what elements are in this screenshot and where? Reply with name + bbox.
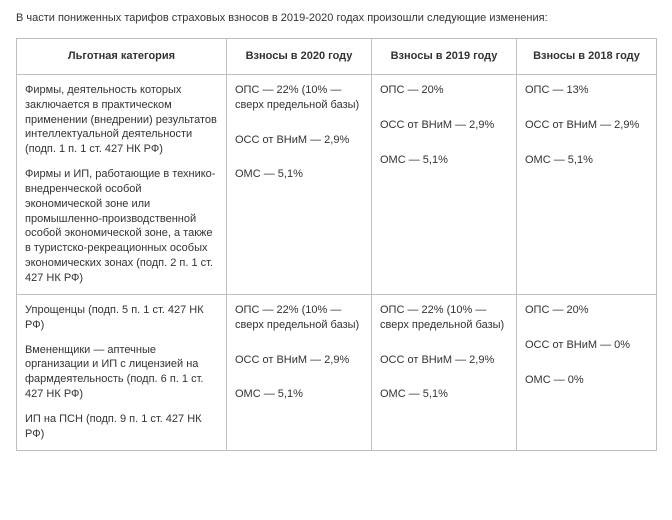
value-text: ОМС — 5,1% bbox=[525, 153, 648, 168]
table-header-row: Льготная категория Взносы в 2020 году Вз… bbox=[17, 39, 657, 75]
intro-text: В части пониженных тарифов страховых взн… bbox=[16, 12, 656, 24]
value-text: ОПС — 20% bbox=[525, 303, 648, 318]
cell-category: Фирмы, деятельность которых заключается … bbox=[17, 74, 227, 294]
value-text: ОСС от ВНиМ — 2,9% bbox=[380, 353, 508, 368]
cell-2018: ОПС — 20% ОСС от ВНиМ — 0% ОМС — 0% bbox=[517, 294, 657, 450]
value-text: ОСС от ВНиМ — 2,9% bbox=[525, 118, 648, 133]
category-text: Фирмы и ИП, работающие в технико-внедрен… bbox=[25, 167, 218, 286]
value-text: ОПС — 20% bbox=[380, 83, 508, 98]
value-text: ОМС — 5,1% bbox=[235, 387, 363, 402]
cell-2020: ОПС — 22% (10% — сверх предельной базы) … bbox=[227, 294, 372, 450]
value-text: ОМС — 0% bbox=[525, 373, 648, 388]
value-text: ОМС — 5,1% bbox=[380, 387, 508, 402]
cell-2018: ОПС — 13% ОСС от ВНиМ — 2,9% ОМС — 5,1% bbox=[517, 74, 657, 294]
col-2020: Взносы в 2020 году bbox=[227, 39, 372, 75]
tariffs-table: Льготная категория Взносы в 2020 году Вз… bbox=[16, 38, 657, 451]
value-text: ОСС от ВНиМ — 2,9% bbox=[235, 353, 363, 368]
table-row: Упрощенцы (подп. 5 п. 1 ст. 427 НК РФ) В… bbox=[17, 294, 657, 450]
cell-2020: ОПС — 22% (10% — сверх предельной базы) … bbox=[227, 74, 372, 294]
col-2019: Взносы в 2019 году bbox=[372, 39, 517, 75]
value-text: ОПС — 22% (10% — сверх предельной базы) bbox=[235, 83, 363, 113]
category-text: Упрощенцы (подп. 5 п. 1 ст. 427 НК РФ) bbox=[25, 303, 218, 333]
value-text: ОПС — 22% (10% — сверх предельной базы) bbox=[235, 303, 363, 333]
value-text: ОМС — 5,1% bbox=[380, 153, 508, 168]
col-2018: Взносы в 2018 году bbox=[517, 39, 657, 75]
category-text: Вмененщики — аптечные организации и ИП с… bbox=[25, 343, 218, 402]
value-text: ОПС — 22% (10% — сверх предельной базы) bbox=[380, 303, 508, 333]
value-text: ОСС от ВНиМ — 0% bbox=[525, 338, 648, 353]
table-row: Фирмы, деятельность которых заключается … bbox=[17, 74, 657, 294]
category-text: ИП на ПСН (подп. 9 п. 1 ст. 427 НК РФ) bbox=[25, 412, 218, 442]
cell-category: Упрощенцы (подп. 5 п. 1 ст. 427 НК РФ) В… bbox=[17, 294, 227, 450]
value-text: ОСС от ВНиМ — 2,9% bbox=[380, 118, 508, 133]
value-text: ОСС от ВНиМ — 2,9% bbox=[235, 133, 363, 148]
cell-2019: ОПС — 20% ОСС от ВНиМ — 2,9% ОМС — 5,1% bbox=[372, 74, 517, 294]
col-category: Льготная категория bbox=[17, 39, 227, 75]
value-text: ОПС — 13% bbox=[525, 83, 648, 98]
value-text: ОМС — 5,1% bbox=[235, 167, 363, 182]
cell-2019: ОПС — 22% (10% — сверх предельной базы) … bbox=[372, 294, 517, 450]
category-text: Фирмы, деятельность которых заключается … bbox=[25, 83, 218, 157]
